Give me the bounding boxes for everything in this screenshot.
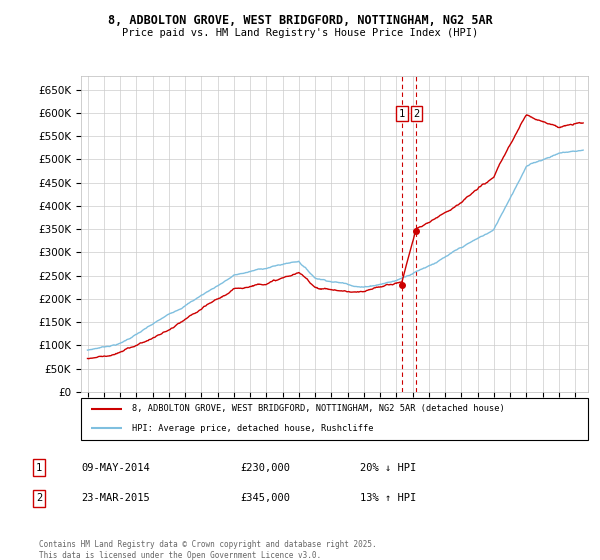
Text: 20% ↓ HPI: 20% ↓ HPI [360,463,416,473]
Text: Contains HM Land Registry data © Crown copyright and database right 2025.
This d: Contains HM Land Registry data © Crown c… [39,540,377,560]
FancyBboxPatch shape [81,398,588,440]
Text: 2: 2 [413,109,419,119]
Text: 23-MAR-2015: 23-MAR-2015 [81,493,150,503]
Text: 13% ↑ HPI: 13% ↑ HPI [360,493,416,503]
Text: 1: 1 [36,463,42,473]
Text: 09-MAY-2014: 09-MAY-2014 [81,463,150,473]
Text: HPI: Average price, detached house, Rushcliffe: HPI: Average price, detached house, Rush… [132,424,373,433]
Text: £345,000: £345,000 [240,493,290,503]
Text: 8, ADBOLTON GROVE, WEST BRIDGFORD, NOTTINGHAM, NG2 5AR (detached house): 8, ADBOLTON GROVE, WEST BRIDGFORD, NOTTI… [132,404,505,413]
Text: 2: 2 [36,493,42,503]
Text: £230,000: £230,000 [240,463,290,473]
Text: 1: 1 [399,109,405,119]
Text: 8, ADBOLTON GROVE, WEST BRIDGFORD, NOTTINGHAM, NG2 5AR: 8, ADBOLTON GROVE, WEST BRIDGFORD, NOTTI… [107,14,493,27]
Text: Price paid vs. HM Land Registry's House Price Index (HPI): Price paid vs. HM Land Registry's House … [122,28,478,38]
